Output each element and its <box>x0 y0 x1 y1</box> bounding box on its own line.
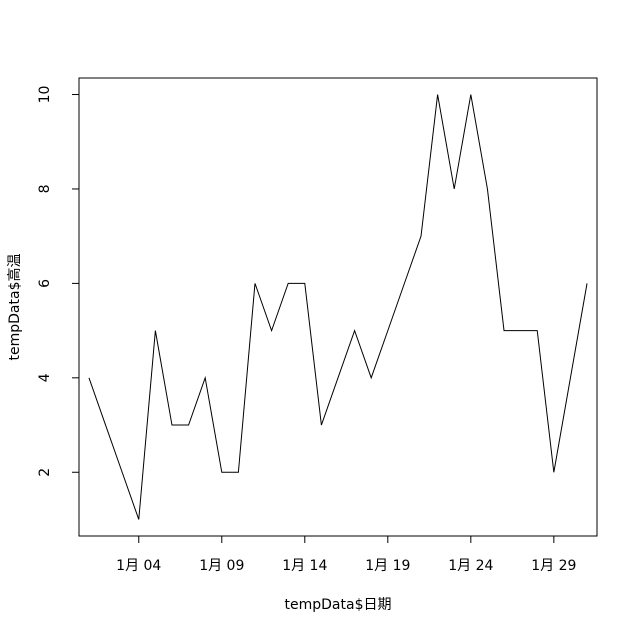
y-tick-label: 2 <box>37 468 53 477</box>
x-axis: 1月 04 1月 09 1月 14 1月 19 1月 24 1月 29 <box>116 535 576 574</box>
y-axis: 2 4 6 8 10 <box>37 86 80 477</box>
y-tick-label: 4 <box>37 373 53 382</box>
x-tick-label: 1月 09 <box>199 558 244 574</box>
plot-frame <box>78 77 598 537</box>
x-axis-label: tempData$日期 <box>285 597 392 613</box>
series-layer <box>88 94 588 520</box>
series-line <box>88 94 588 520</box>
x-tick-label: 1月 19 <box>365 558 410 574</box>
x-tick-label: 1月 14 <box>282 558 327 574</box>
x-tick-label: 1月 29 <box>531 558 576 574</box>
x-tick-label: 1月 24 <box>448 558 493 574</box>
y-tick-label: 10 <box>37 86 53 104</box>
y-tick-label: 8 <box>37 184 53 193</box>
y-axis-label: tempData$高温 <box>6 254 23 361</box>
x-tick-label: 1月 04 <box>116 558 161 574</box>
y-tick-label: 6 <box>37 279 53 288</box>
